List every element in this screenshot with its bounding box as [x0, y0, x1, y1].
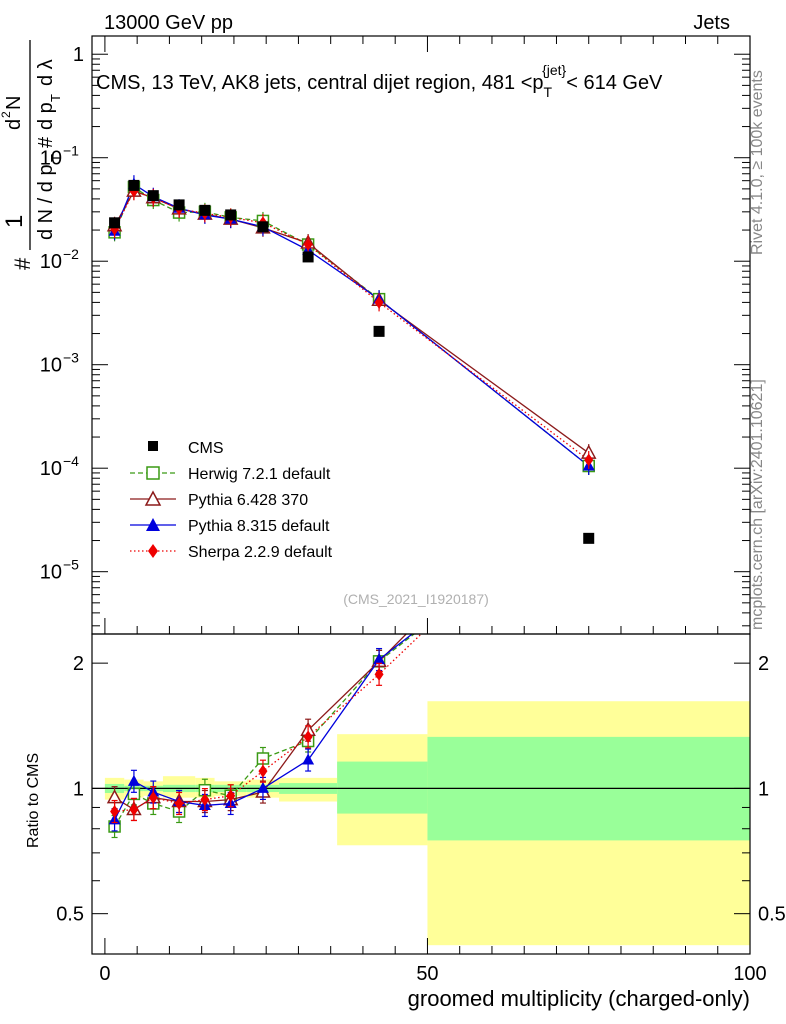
ratio-point-2-9	[583, 491, 595, 502]
x-axis-label: groomed multiplicity (charged-only)	[408, 986, 750, 1011]
svg-text:d p: d p	[35, 102, 57, 130]
plot-title: CMS, 13 TeV, AK8 jets, central dijet reg…	[96, 62, 663, 100]
analysis-tag: (CMS_2021_I1920187)	[343, 591, 489, 607]
legend-label-cms: CMS	[188, 440, 224, 457]
y-tick-label-ratio-right-0: 2	[758, 653, 769, 675]
ratio-band-stat-8	[337, 761, 428, 814]
ratio-curves	[106, 491, 595, 839]
legend: CMS Herwig 7.2.1 default Pythia 6.428 37…	[130, 440, 333, 561]
mcplots-label: mcplots.cern.ch [arXiv:2401.10621]	[749, 379, 766, 630]
ratio-line-3	[114, 634, 423, 813]
legend-entry-pythia6: Pythia 6.428 370	[130, 490, 308, 509]
legend-label-sherpa: Sherpa 2.2.9 default	[188, 544, 333, 561]
legend-marker-pythia6	[144, 490, 162, 506]
legend-entry-cms: CMS	[148, 440, 224, 457]
y-tick-label-main-5: 10	[40, 562, 62, 584]
main-point-cms-0	[109, 217, 121, 229]
main-point-cms-8	[373, 325, 385, 337]
y-tick-label-main-1: 10	[40, 148, 62, 170]
legend-entry-pythia8: Pythia 8.315 default	[130, 518, 330, 535]
ratio-point-3-6	[258, 764, 268, 778]
main-point-cms-3	[173, 199, 185, 211]
ratio-point-2-1	[127, 774, 140, 786]
y-tick-label-ratio-left-2: 0.5	[56, 904, 84, 926]
y-tick-exp-main-1: −1	[63, 143, 79, 159]
legend-marker-pythia8	[146, 518, 160, 531]
svg-text:d: d	[3, 119, 25, 130]
main-line-3	[113, 183, 590, 467]
legend-label-herwig: Herwig 7.2.1 default	[188, 466, 331, 483]
main-point-cms-7	[302, 251, 314, 263]
main-point-cms-2	[147, 190, 159, 202]
ratio-line-2	[113, 634, 414, 821]
main-point-4-8	[374, 295, 384, 309]
y-axis-label-ratio: Ratio to CMS	[25, 753, 42, 848]
main-point-cms-6	[257, 221, 269, 233]
legend-label-pythia8: Pythia 8.315 default	[188, 518, 330, 535]
ratio-line-0	[114, 634, 416, 827]
main-line-4	[113, 190, 590, 461]
x-tick-label-100: 100	[733, 963, 766, 985]
legend-label-pythia6: Pythia 6.428 370	[188, 492, 308, 509]
svg-text:2: 2	[0, 111, 13, 118]
y-tick-label-ratio-left-0: 2	[73, 653, 84, 675]
legend-marker-sherpa	[148, 544, 158, 558]
beam-label: 13000 GeV pp	[104, 12, 233, 34]
main-line-2	[114, 190, 590, 454]
y-tick-exp-main-3: −3	[63, 350, 79, 366]
y-tick-exp-main-4: −4	[63, 453, 79, 469]
y-tick-label-ratio-left-1: 1	[73, 778, 84, 800]
y-tick-label-main-2: 10	[40, 251, 62, 273]
ratio-point-3-7	[303, 730, 313, 744]
legend-marker-herwig	[146, 466, 160, 480]
ratio-point-3-1	[129, 802, 139, 816]
svg-text:d λ: d λ	[35, 59, 57, 86]
legend-entry-herwig: Herwig 7.2.1 default	[130, 466, 331, 483]
ratio-point-2-8	[373, 653, 386, 665]
y-tick-label-main-4: 10	[40, 458, 62, 480]
y-tick-label-main-0: 1	[73, 44, 84, 66]
svg-text:#: #	[35, 136, 57, 148]
svg-text:N: N	[3, 96, 25, 110]
svg-text:1: 1	[1, 215, 28, 228]
ratio-point-2-7	[302, 753, 315, 765]
svg-text:T: T	[48, 94, 63, 102]
y-tick-label-ratio-right-1: 1	[758, 778, 769, 800]
category-label: Jets	[693, 12, 730, 34]
main-point-cms-1	[128, 179, 140, 191]
main-point-4-9	[584, 453, 594, 467]
main-line-1	[113, 186, 590, 467]
svg-text:d N / d p: d N / d p	[35, 164, 57, 240]
main-point-cms-9	[583, 532, 595, 544]
y-tick-exp-main-2: −2	[63, 246, 79, 262]
y-tick-exp-main-5: −5	[63, 557, 79, 573]
svg-text:#: #	[10, 257, 35, 270]
main-curves	[106, 175, 597, 544]
ratio-uncertainty-bands	[92, 701, 750, 946]
y-tick-label-main-3: 10	[40, 355, 62, 377]
legend-entry-sherpa: Sherpa 2.2.9 default	[130, 544, 333, 561]
rivet-version-label: Rivet 4.1.0, ≥ 100k events	[749, 70, 766, 255]
ratio-point-3-3	[174, 796, 184, 810]
legend-marker-cms	[148, 441, 158, 451]
ratio-line-1	[114, 634, 408, 811]
main-point-cms-5	[225, 209, 237, 221]
ratio-plot-frame	[91, 633, 751, 955]
x-tick-label-50: 50	[416, 963, 438, 985]
ratio-point-3-5	[226, 789, 236, 803]
ratio-point-0-9	[583, 492, 594, 503]
ratio-point-2-6	[256, 781, 269, 793]
y-axis-label-main: # 1 d N / d p T # d 2 N d p T d λ	[0, 40, 63, 270]
main-point-4-7	[303, 238, 313, 252]
ratio-point-3-0	[110, 805, 120, 819]
ratio-point-3-8	[374, 667, 384, 681]
x-tick-label-0: 0	[99, 963, 110, 985]
main-point-cms-4	[199, 204, 211, 216]
ratio-point-3-4	[200, 793, 210, 807]
svg-text:T: T	[48, 154, 63, 162]
y-tick-label-ratio-right-2: 0.5	[758, 904, 786, 926]
ratio-point-3-2	[148, 791, 158, 805]
